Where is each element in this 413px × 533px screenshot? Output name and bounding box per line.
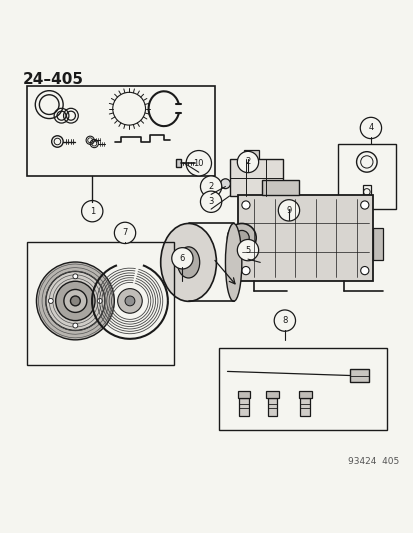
Text: 8: 8 [282, 316, 287, 325]
Circle shape [359, 117, 381, 139]
Circle shape [360, 201, 368, 209]
Bar [300, 398, 309, 416]
Circle shape [278, 200, 299, 221]
Circle shape [64, 289, 87, 312]
Bar [337, 143, 394, 209]
Bar [267, 398, 277, 416]
Ellipse shape [177, 247, 199, 278]
Text: 24–405: 24–405 [23, 72, 83, 87]
Circle shape [56, 281, 95, 320]
Bar [219, 349, 387, 431]
Bar [372, 228, 382, 260]
Circle shape [237, 239, 258, 261]
Text: 93424  405: 93424 405 [347, 457, 399, 466]
Ellipse shape [225, 223, 241, 301]
Circle shape [234, 230, 249, 245]
Bar [237, 195, 372, 281]
Bar [229, 159, 282, 196]
Circle shape [237, 151, 258, 173]
Circle shape [171, 248, 192, 269]
Circle shape [70, 296, 80, 306]
Bar [362, 184, 370, 199]
Circle shape [200, 191, 221, 213]
Circle shape [114, 222, 135, 244]
Circle shape [220, 179, 230, 189]
Circle shape [73, 323, 78, 328]
Circle shape [273, 310, 295, 331]
Circle shape [360, 266, 368, 274]
Circle shape [81, 200, 103, 222]
Bar [349, 369, 368, 382]
Bar [237, 392, 249, 398]
Circle shape [73, 274, 78, 279]
Text: 7: 7 [122, 229, 128, 237]
Bar [26, 242, 174, 365]
Circle shape [36, 262, 114, 340]
Bar [26, 86, 215, 176]
Circle shape [46, 271, 104, 330]
Bar [176, 159, 181, 167]
Bar [243, 150, 259, 159]
Bar [238, 398, 248, 416]
Text: 2: 2 [208, 182, 213, 191]
Circle shape [125, 296, 135, 306]
Bar [262, 181, 299, 195]
Bar [266, 392, 278, 398]
Text: 9: 9 [286, 206, 291, 215]
Circle shape [117, 289, 142, 313]
Circle shape [200, 176, 221, 197]
Text: 4: 4 [368, 124, 373, 133]
Text: 1: 1 [89, 207, 95, 216]
Bar [299, 392, 311, 398]
Text: 3: 3 [208, 197, 213, 206]
Circle shape [241, 201, 249, 209]
Text: 6: 6 [179, 254, 185, 263]
Circle shape [241, 266, 249, 274]
Circle shape [227, 223, 256, 252]
Text: 2: 2 [245, 157, 250, 166]
Ellipse shape [160, 223, 216, 301]
Circle shape [48, 298, 53, 303]
Circle shape [97, 298, 102, 303]
Text: 10: 10 [193, 159, 204, 168]
Text: 5: 5 [245, 246, 250, 255]
Circle shape [186, 150, 211, 176]
